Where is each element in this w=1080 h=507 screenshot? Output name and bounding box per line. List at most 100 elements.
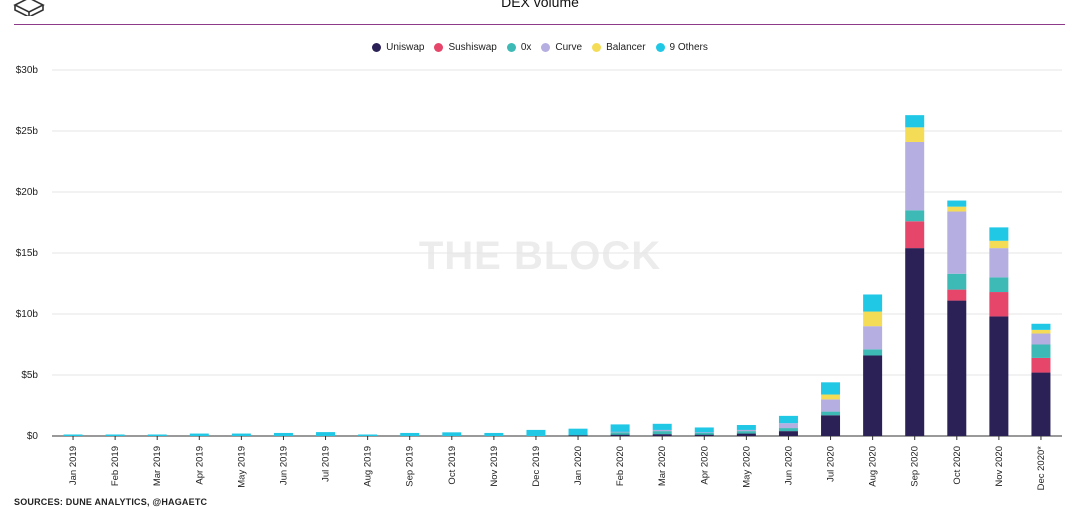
bar-segment (947, 200, 967, 207)
x-tick-label: Oct 2019 (447, 446, 458, 485)
bar-segment (1031, 372, 1051, 436)
y-tick-label: $10b (16, 309, 39, 320)
legend-swatch (655, 43, 665, 52)
legend-item[interactable]: Balancer (592, 42, 646, 53)
x-tick-label: May 2020 (741, 446, 752, 488)
bar-segment (989, 316, 1009, 436)
bar-segment (231, 433, 251, 436)
legend-swatch (506, 43, 516, 52)
bar-segment (358, 434, 378, 436)
bar-segment (189, 433, 209, 436)
bar-segment (947, 273, 967, 290)
bar-segment (989, 292, 1009, 317)
legend-item[interactable]: Sushiswap (434, 42, 497, 53)
bar-segment (484, 432, 504, 436)
x-tick-label: Jan 2020 (573, 446, 584, 485)
legend-item[interactable]: 9 Others (655, 42, 708, 53)
bar-segment (947, 300, 967, 436)
bar-segment (1031, 333, 1051, 345)
bar-segment (694, 432, 714, 435)
x-tick-label: Apr 2020 (699, 446, 710, 485)
bar-segment (63, 434, 83, 436)
bar-segment (821, 399, 841, 412)
bar-segment (736, 425, 756, 430)
bar-segment (400, 432, 420, 436)
bar-segment (947, 211, 967, 274)
x-tick-label: Nov 2020 (994, 446, 1005, 487)
bar-segment (863, 311, 883, 327)
x-tick-label: Sep 2019 (405, 446, 416, 487)
x-tick-label: Mar 2019 (152, 446, 163, 486)
bar-segment (947, 206, 967, 212)
x-tick-label: Jul 2019 (321, 446, 332, 482)
x-tick-label: Jun 2020 (783, 446, 794, 485)
bar-segment (863, 294, 883, 312)
bar-segment (947, 289, 967, 301)
watermark: THE BLOCK (418, 234, 662, 278)
bar-segment (863, 355, 883, 436)
bar-segment (694, 427, 714, 433)
bar-segment (736, 431, 756, 434)
bar-segment (1031, 357, 1051, 373)
bar-segment (610, 424, 630, 432)
x-tick-label: Mar 2020 (657, 446, 668, 486)
bar-segment (863, 349, 883, 356)
bar-segment (821, 415, 841, 436)
bar-segment (821, 382, 841, 395)
bar-segment (778, 423, 798, 429)
legend-item[interactable]: Uniswap (372, 42, 424, 53)
x-tick-label: Aug 2020 (868, 446, 879, 487)
bar-segment (905, 127, 925, 142)
legend-swatch (372, 43, 382, 52)
bar-segment (989, 240, 1009, 249)
legend-item[interactable]: Curve (541, 42, 582, 53)
bar-segment (652, 423, 672, 430)
x-tick-label: Dec 2019 (531, 446, 542, 487)
x-tick-label: Dec 2020* (1036, 446, 1047, 491)
bar-segment (147, 434, 167, 436)
bar-segment (905, 115, 925, 128)
bar-segment (778, 431, 798, 436)
y-tick-label: $30b (16, 65, 39, 76)
legend-label: Balancer (606, 42, 646, 53)
bar-segment (778, 428, 798, 432)
the-block-cube-icon (13, 0, 45, 16)
bar-segment (736, 433, 756, 436)
bar-segment (316, 432, 336, 436)
title-divider (14, 24, 1065, 25)
x-tick-label: Feb 2020 (615, 446, 626, 486)
bar-segment (778, 415, 798, 424)
bar-segment (989, 277, 1009, 293)
x-tick-label: Jul 2020 (826, 446, 837, 482)
y-tick-label: $15b (16, 248, 39, 259)
bar-segment (821, 394, 841, 400)
legend-label: Sushiswap (448, 42, 497, 53)
bar-segment (526, 429, 546, 436)
bar-segment (610, 434, 630, 436)
legend-label: Uniswap (386, 42, 425, 53)
bar-segment (905, 248, 925, 436)
x-tick-label: Feb 2019 (110, 446, 121, 486)
bar-segment (1031, 323, 1051, 330)
legend-swatch (592, 43, 602, 52)
bar-segment (989, 248, 1009, 278)
legend-label: Curve (555, 42, 583, 53)
bar-segment (821, 411, 841, 416)
bar-segment (610, 432, 630, 435)
x-tick-label: Sep 2020 (910, 446, 921, 487)
y-tick-label: $0 (27, 431, 39, 442)
x-tick-label: Oct 2020 (952, 446, 963, 485)
bar-segment (273, 432, 293, 436)
bar-segment (989, 227, 1009, 241)
legend-item[interactable]: 0x (506, 42, 531, 53)
bar-segment (694, 434, 714, 436)
bar-segment (652, 431, 672, 435)
bar-segment (652, 429, 672, 432)
bar-segment (863, 326, 883, 350)
x-tick-label: Apr 2019 (194, 446, 205, 485)
bar-segment (105, 434, 125, 436)
bar-segment (905, 221, 925, 249)
x-tick-label: May 2019 (236, 446, 247, 488)
bar-segment (905, 141, 925, 211)
